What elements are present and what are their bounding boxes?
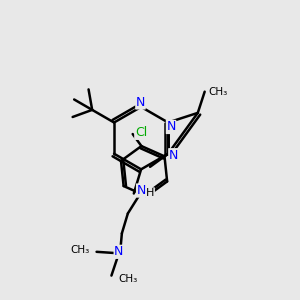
Text: N: N xyxy=(136,184,146,197)
Text: CH₃: CH₃ xyxy=(208,87,227,97)
Text: N: N xyxy=(169,149,178,162)
Text: N: N xyxy=(167,121,176,134)
Text: N: N xyxy=(136,96,145,109)
Text: N: N xyxy=(114,245,124,258)
Text: CH₃: CH₃ xyxy=(118,274,137,284)
Text: CH₃: CH₃ xyxy=(71,245,90,255)
Text: H: H xyxy=(146,188,154,198)
Text: Cl: Cl xyxy=(135,126,147,139)
